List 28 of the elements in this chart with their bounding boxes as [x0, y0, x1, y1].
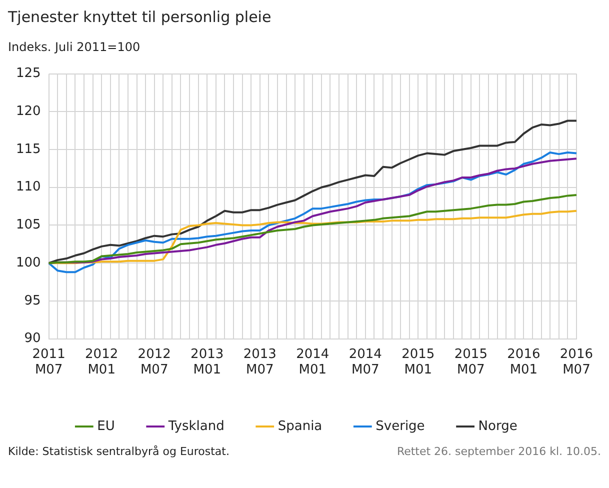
y-axis-title: Indeks. Juli 2011=100 — [8, 40, 142, 54]
x-tick-label: 2011 M07 — [32, 346, 66, 378]
y-tick-label: 115 — [16, 142, 41, 157]
y-tick-label: 105 — [16, 218, 41, 233]
x-tick-label: 2015 M01 — [402, 346, 435, 378]
y-tick-label: 95 — [24, 293, 41, 308]
y-tick-label: 110 — [16, 180, 41, 195]
legend-label: Spania — [278, 418, 322, 434]
text: Kilde: Statistisk sentralbyrå og Eurostat. — [8, 445, 230, 458]
x-tick-label: 2015 M07 — [454, 346, 488, 378]
y-tick-label: 120 — [16, 104, 41, 120]
text: Rettet 26. september 2016 kl. 10.05. — [396, 445, 601, 458]
legend-label: Tyskland — [167, 418, 224, 434]
x-tick-label: 2012 M07 — [138, 346, 171, 378]
legend-label: EU — [97, 418, 115, 434]
x-tick-label: 2016 M07 — [560, 346, 594, 378]
chart-title: Tjenester knyttet til personlig pleie — [8, 8, 272, 26]
x-tick-label: 2013 M07 — [243, 346, 276, 378]
x-tick-label: 2012 M01 — [85, 346, 118, 378]
x-tick-label: 2013 M01 — [190, 346, 224, 378]
y-tick-label: 100 — [16, 255, 41, 270]
y-tick-label: 125 — [16, 66, 41, 82]
y-tick-label: 90 — [24, 331, 41, 346]
x-tick-label: 2014 M07 — [348, 346, 382, 378]
legend-label: Norge — [478, 418, 518, 434]
x-tick-label: 2016 M01 — [507, 346, 540, 378]
legend-label: Sverige — [376, 418, 425, 434]
x-tick-label: 2014 M01 — [296, 346, 330, 378]
